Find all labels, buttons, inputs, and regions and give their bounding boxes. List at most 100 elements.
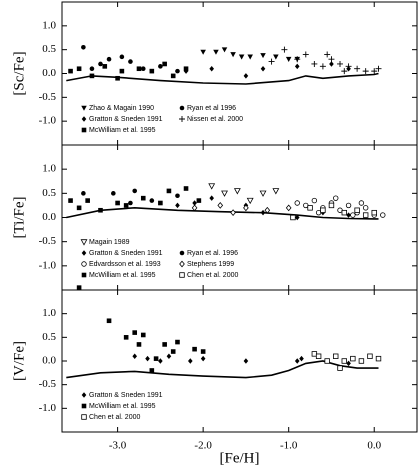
marker bbox=[328, 56, 335, 63]
marker bbox=[221, 47, 228, 53]
marker bbox=[140, 66, 146, 72]
marker bbox=[209, 65, 214, 72]
marker bbox=[145, 355, 150, 362]
marker bbox=[247, 54, 253, 60]
legend-label: Gratton & Sneden 1991 bbox=[89, 392, 163, 399]
panel: 1.0 0.5 0.0 -0.5 -1.0 -3.0 -2.0 -1.0 0.0 [V/Fe] [F… bbox=[11, 285, 418, 466]
marker bbox=[337, 60, 344, 67]
legend-label: Gratton & Sneden 1991 bbox=[89, 250, 163, 257]
marker bbox=[192, 346, 197, 352]
marker bbox=[285, 204, 292, 212]
marker bbox=[115, 200, 120, 206]
marker bbox=[136, 66, 142, 72]
legend-label: Ryan et al. 1996 bbox=[187, 250, 238, 257]
y-axis-label: [Sc/Fe] bbox=[11, 51, 27, 95]
marker bbox=[345, 63, 352, 70]
marker bbox=[243, 358, 249, 364]
legend-marker bbox=[81, 127, 87, 133]
marker bbox=[281, 46, 288, 53]
marker bbox=[68, 198, 73, 203]
y-tick-label: -0.5 bbox=[39, 91, 57, 103]
marker bbox=[123, 335, 129, 340]
marker bbox=[367, 353, 373, 359]
marker bbox=[123, 203, 129, 208]
marker bbox=[175, 202, 180, 209]
marker bbox=[302, 51, 309, 58]
marker bbox=[350, 355, 356, 362]
marker bbox=[132, 330, 138, 335]
marker bbox=[175, 68, 180, 74]
legend-marker bbox=[81, 403, 87, 409]
marker bbox=[307, 205, 313, 211]
marker bbox=[76, 285, 82, 290]
marker bbox=[115, 75, 120, 81]
marker bbox=[166, 188, 172, 194]
marker bbox=[200, 355, 206, 362]
y-tick-label: 0.0 bbox=[42, 67, 56, 79]
marker bbox=[149, 198, 155, 203]
marker bbox=[98, 61, 103, 67]
marker bbox=[183, 68, 189, 74]
marker bbox=[264, 206, 271, 214]
marker bbox=[98, 207, 103, 213]
legend-label: Chen et al. 2000 bbox=[89, 414, 140, 421]
marker bbox=[260, 53, 266, 59]
marker bbox=[328, 202, 335, 209]
y-tick-label: -1.0 bbox=[39, 259, 57, 271]
marker bbox=[341, 209, 347, 216]
marker bbox=[375, 65, 382, 72]
legend-marker bbox=[81, 272, 87, 278]
marker bbox=[81, 44, 86, 50]
marker bbox=[333, 353, 339, 359]
marker bbox=[196, 198, 202, 203]
legend-label: Zhao & Magain 1990 bbox=[89, 105, 154, 112]
marker bbox=[140, 332, 146, 338]
marker bbox=[217, 202, 224, 209]
legend-marker bbox=[81, 392, 87, 398]
marker bbox=[272, 188, 280, 195]
y-tick-label: 0.5 bbox=[42, 187, 56, 199]
legend-label: Chen et al. 2000 bbox=[187, 272, 238, 279]
marker bbox=[362, 68, 369, 75]
marker bbox=[380, 212, 386, 218]
marker bbox=[200, 49, 206, 55]
marker bbox=[89, 66, 95, 72]
marker bbox=[162, 61, 167, 67]
legend-label: Nissen et al. 2000 bbox=[187, 116, 243, 123]
marker bbox=[299, 355, 304, 362]
marker bbox=[76, 66, 82, 72]
marker bbox=[128, 59, 133, 64]
marker bbox=[132, 188, 138, 194]
marker bbox=[273, 54, 279, 60]
marker bbox=[243, 204, 249, 212]
legend-marker bbox=[81, 250, 87, 256]
marker bbox=[324, 51, 331, 58]
marker bbox=[260, 65, 266, 72]
legend-label: McWilliam et al. 1995 bbox=[89, 403, 156, 410]
y-tick-label: 1.0 bbox=[42, 19, 56, 31]
marker bbox=[294, 63, 300, 70]
marker bbox=[158, 64, 163, 69]
legend-marker bbox=[80, 239, 88, 246]
legend-marker bbox=[81, 116, 87, 122]
marker bbox=[354, 207, 360, 213]
model-line bbox=[66, 206, 379, 220]
marker bbox=[132, 353, 138, 360]
y-tick-label: -0.5 bbox=[39, 378, 57, 390]
marker bbox=[106, 56, 112, 62]
marker bbox=[81, 191, 86, 196]
marker bbox=[128, 200, 133, 206]
marker bbox=[290, 214, 296, 221]
marker bbox=[315, 353, 322, 359]
marker bbox=[192, 200, 197, 206]
y-tick-label: -1.0 bbox=[39, 115, 57, 127]
y-axis-label: [Ti/Fe] bbox=[11, 197, 27, 239]
marker bbox=[149, 368, 155, 373]
marker bbox=[209, 195, 214, 201]
marker bbox=[324, 358, 330, 364]
marker bbox=[119, 68, 125, 74]
y-tick-label: 0.0 bbox=[42, 355, 56, 367]
marker bbox=[175, 193, 180, 199]
marker bbox=[238, 54, 245, 60]
marker bbox=[371, 209, 377, 216]
